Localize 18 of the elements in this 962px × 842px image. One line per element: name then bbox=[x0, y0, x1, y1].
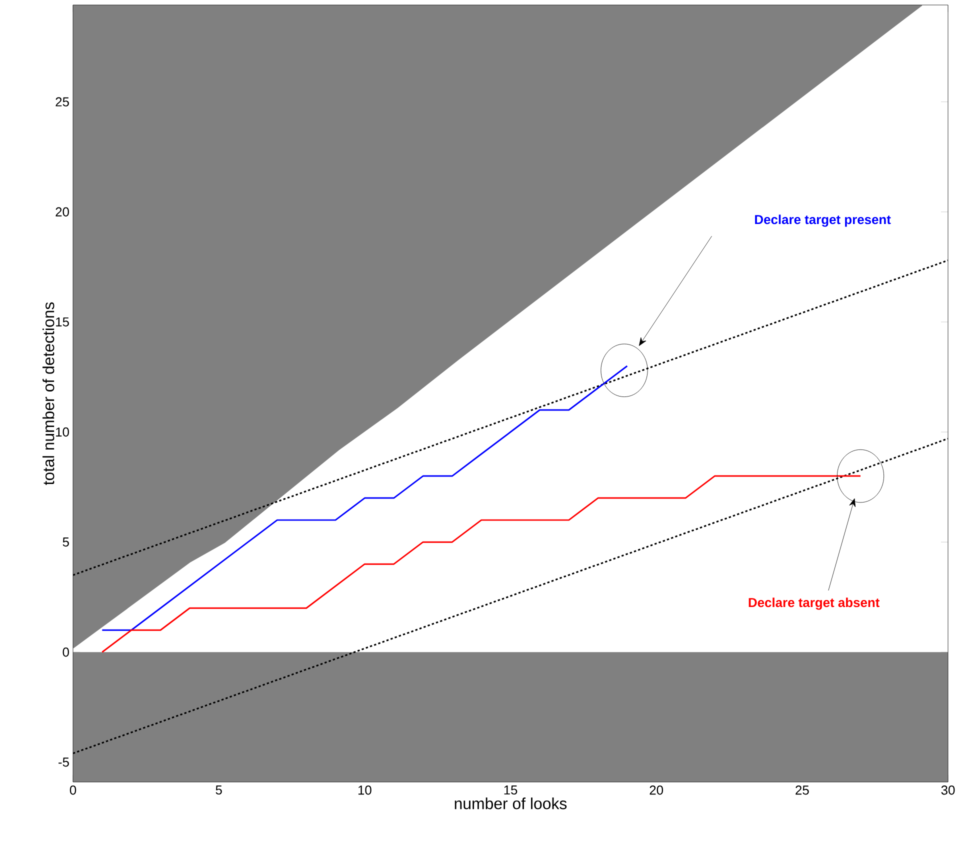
x-tick-label: 30 bbox=[941, 786, 955, 795]
y-tick-label: 20 bbox=[56, 207, 69, 216]
annotation: Declare target present bbox=[755, 214, 891, 227]
y-tick-label: 25 bbox=[56, 97, 69, 106]
annotation: Declare target absent bbox=[748, 598, 880, 610]
x-tick-label: 0 bbox=[70, 786, 76, 795]
x-tick-label: 15 bbox=[504, 786, 518, 795]
y-tick-label: 0 bbox=[62, 648, 69, 657]
x-axis-title: number of looks bbox=[454, 798, 567, 810]
y-tick-label: 15 bbox=[56, 317, 69, 326]
y-tick-label: 5 bbox=[62, 538, 69, 547]
x-tick-label: 5 bbox=[216, 786, 222, 795]
y-tick-label: -5 bbox=[58, 758, 69, 767]
x-tick-label: 20 bbox=[650, 786, 664, 795]
x-tick-label: 10 bbox=[358, 786, 372, 795]
x-tick-label: 25 bbox=[796, 786, 809, 795]
y-tick-label: 10 bbox=[56, 427, 69, 437]
y-axis-title: total number of detections bbox=[42, 302, 54, 485]
